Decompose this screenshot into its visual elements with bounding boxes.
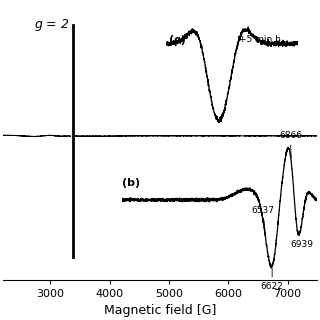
X-axis label: Magnetic field [G]: Magnetic field [G] [104, 304, 216, 317]
Text: $g$ = 2: $g$ = 2 [34, 17, 70, 33]
